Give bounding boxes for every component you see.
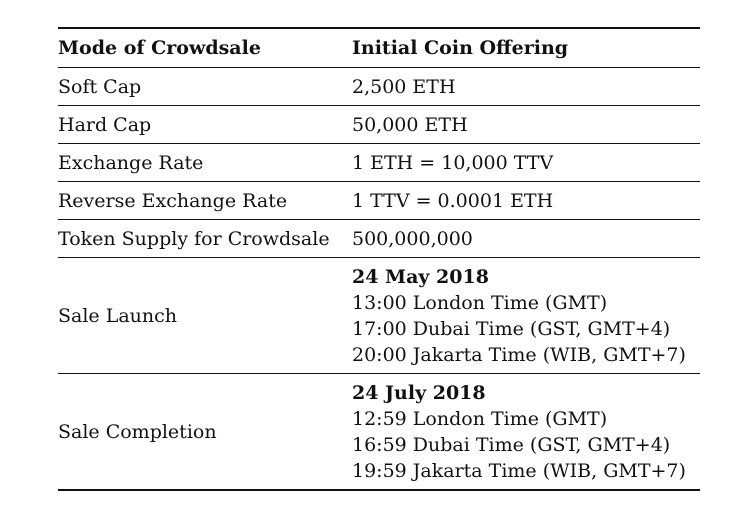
row-value: 1 ETH = 10,000 TTV <box>352 143 700 182</box>
row-value: 500,000,000 <box>352 219 700 258</box>
table-row-sale-completion: Sale Completion 24 July 2018 12:59 Londo… <box>58 373 700 491</box>
header-mode-of-crowdsale: Mode of Crowdsale <box>58 27 352 68</box>
table-row-hard-cap: Hard Cap 50,000 ETH <box>58 105 700 144</box>
table-header-row: Mode of Crowdsale Initial Coin Offering <box>58 27 700 68</box>
sale-launch-date: 24 May 2018 <box>352 265 489 288</box>
row-label: Exchange Rate <box>58 143 352 182</box>
row-label: Reverse Exchange Rate <box>58 181 352 220</box>
table-row-sale-launch: Sale Launch 24 May 2018 13:00 London Tim… <box>58 257 700 374</box>
header-initial-coin-offering: Initial Coin Offering <box>352 27 700 68</box>
row-label: Token Supply for Crowdsale <box>58 219 352 258</box>
row-label: Hard Cap <box>58 105 352 144</box>
sale-completion-label: Sale Completion <box>58 373 352 491</box>
sale-launch-jakarta-time: 20:00 Jakarta Time (WIB, GMT+7) <box>352 343 686 366</box>
sale-launch-dubai-time: 17:00 Dubai Time (GST, GMT+4) <box>352 317 671 340</box>
sale-completion-jakarta-time: 19:59 Jakarta Time (WIB, GMT+7) <box>352 459 686 482</box>
sale-completion-dubai-time: 16:59 Dubai Time (GST, GMT+4) <box>352 433 671 456</box>
sale-launch-london-time: 13:00 London Time (GMT) <box>352 291 608 314</box>
row-value: 50,000 ETH <box>352 105 700 144</box>
sale-completion-london-time: 12:59 London Time (GMT) <box>352 407 608 430</box>
table-row-token-supply: Token Supply for Crowdsale 500,000,000 <box>58 219 700 258</box>
table-row-reverse-exchange-rate: Reverse Exchange Rate 1 TTV = 0.0001 ETH <box>58 181 700 220</box>
row-label: Soft Cap <box>58 67 352 106</box>
crowdsale-details-table: Mode of Crowdsale Initial Coin Offering … <box>58 27 700 491</box>
sale-launch-details: 24 May 2018 13:00 London Time (GMT) 17:0… <box>352 257 700 374</box>
table-row-exchange-rate: Exchange Rate 1 ETH = 10,000 TTV <box>58 143 700 182</box>
sale-completion-details: 24 July 2018 12:59 London Time (GMT) 16:… <box>352 373 700 491</box>
table-row-soft-cap: Soft Cap 2,500 ETH <box>58 67 700 106</box>
sale-completion-date: 24 July 2018 <box>352 381 486 404</box>
row-value: 1 TTV = 0.0001 ETH <box>352 181 700 220</box>
row-value: 2,500 ETH <box>352 67 700 106</box>
sale-launch-label: Sale Launch <box>58 257 352 374</box>
